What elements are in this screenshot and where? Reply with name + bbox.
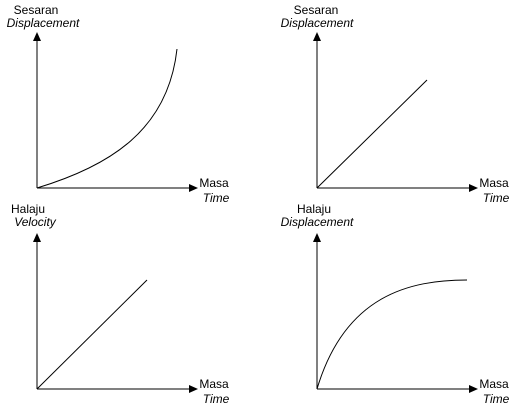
graph-bottom-right: Halaju Displacement Masa Time (281, 202, 510, 405)
decelerating-curve (316, 279, 468, 390)
y-axis-label: Sesaran (294, 3, 339, 17)
x-axis-label: Masa (479, 176, 509, 190)
y-axis-arrowhead (33, 32, 41, 41)
linear-line (36, 279, 148, 390)
x-axis-label: Masa (199, 176, 229, 190)
accelerating-curve (36, 48, 178, 189)
x-axis-arrowhead (189, 184, 198, 192)
y-axis-arrowhead (313, 233, 321, 242)
x-axis-label-english: Time (483, 392, 510, 405)
graph-bottom-left: Halaju Velocity Masa Time (11, 202, 230, 405)
graph-top-right: Sesaran Displacement Masa Time (281, 3, 510, 205)
x-axis-label-english: Time (203, 392, 230, 405)
x-axis-arrowhead (469, 385, 478, 393)
y-axis-label-english: Displacement (7, 16, 80, 30)
y-axis-label-english: Displacement (281, 215, 354, 229)
x-axis-label-english: Time (483, 191, 510, 205)
linear-line (316, 79, 428, 189)
y-axis-label-english: Velocity (14, 215, 57, 229)
x-axis-label: Masa (199, 377, 229, 391)
x-axis-arrowhead (469, 184, 478, 192)
graph-top-left: Sesaran Displacement Masa Time (7, 3, 230, 205)
y-axis-label: Halaju (297, 202, 331, 216)
x-axis-arrowhead (189, 385, 198, 393)
y-axis-label: Halaju (11, 202, 45, 216)
y-axis-arrowhead (33, 233, 41, 242)
y-axis-arrowhead (313, 32, 321, 41)
x-axis-label: Masa (479, 377, 509, 391)
y-axis-label-english: Displacement (281, 16, 354, 30)
y-axis-label: Sesaran (14, 3, 59, 17)
x-axis-label-english: Time (203, 191, 230, 205)
